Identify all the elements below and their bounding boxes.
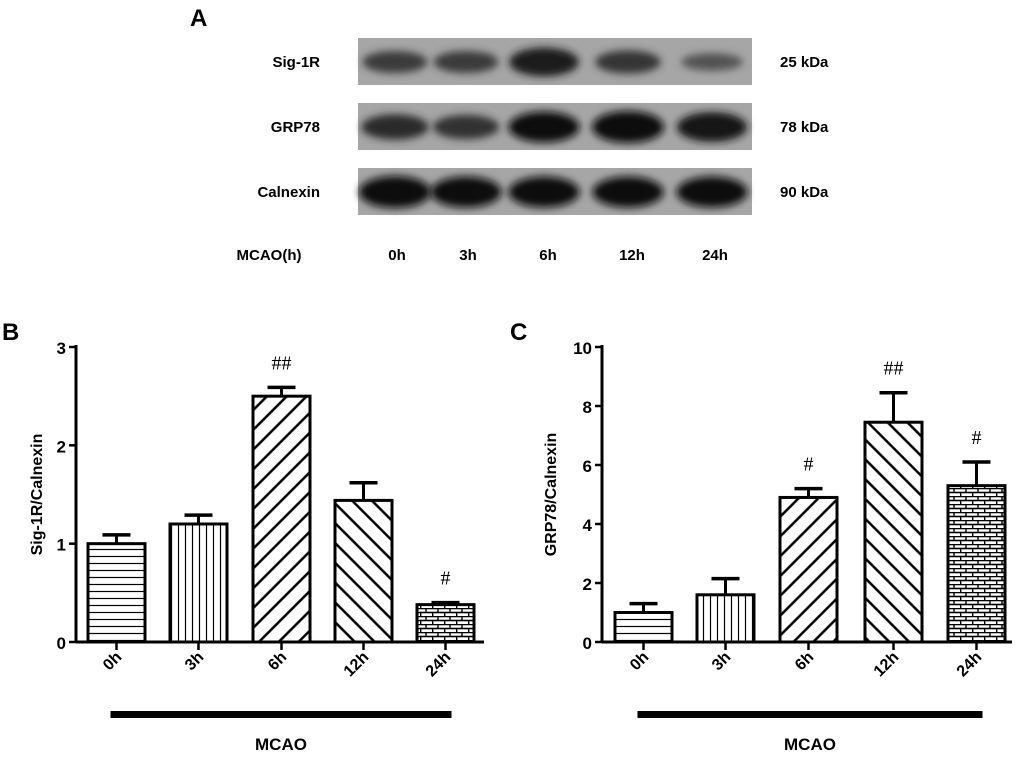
chart-c: C 0 2 4 6 8 10 GRP78/Calnexin 0h 3h 6h #12h ## 24h # MC… bbox=[510, 319, 1012, 754]
x-tick-label: 6h bbox=[265, 649, 290, 674]
y-axis-label: GRP78/Calnexin bbox=[543, 433, 560, 557]
panel-a-label: A bbox=[190, 5, 207, 32]
protein-band bbox=[592, 176, 664, 208]
lane-label: 6h bbox=[539, 247, 557, 264]
x-tick-label: 12h bbox=[871, 649, 903, 681]
protein-band bbox=[509, 47, 579, 77]
mcao-bar bbox=[637, 711, 983, 718]
y-tick-label: 2 bbox=[57, 437, 66, 456]
panel-label: C bbox=[510, 319, 527, 346]
protein-band bbox=[595, 50, 661, 74]
kda-label: 78 kDa bbox=[780, 119, 829, 136]
western-blot: Sig-1R 25 kDa GRP78 78 kDa Calnexin 90 kDa 0h 3… bbox=[257, 38, 829, 264]
protein-band bbox=[508, 111, 580, 143]
y-tick-label: 0 bbox=[583, 634, 592, 653]
lane-label: 3h bbox=[459, 247, 477, 264]
significance-marker: # bbox=[972, 427, 982, 449]
protein-band bbox=[433, 50, 499, 74]
bar-0h bbox=[613, 611, 674, 644]
significance-marker: ## bbox=[884, 358, 904, 380]
kda-label: 25 kDa bbox=[780, 54, 829, 71]
bar-12h bbox=[333, 498, 394, 644]
bar-3h bbox=[168, 522, 229, 644]
protein-band bbox=[361, 114, 429, 140]
bar-6h bbox=[778, 495, 839, 644]
lane-label: 24h bbox=[702, 247, 728, 264]
protein-band bbox=[676, 112, 748, 142]
row-label: GRP78 bbox=[271, 119, 320, 136]
protein-band bbox=[432, 114, 500, 140]
x-tick-label: 24h bbox=[954, 649, 986, 681]
significance-marker: # bbox=[804, 454, 814, 476]
bar-12h bbox=[863, 420, 924, 644]
protein-band bbox=[676, 176, 748, 208]
protein-band bbox=[508, 176, 580, 208]
mcao-bar bbox=[110, 711, 452, 718]
y-tick-label: 4 bbox=[583, 516, 593, 535]
y-tick-label: 1 bbox=[57, 536, 66, 555]
kda-label: 90 kDa bbox=[780, 184, 829, 201]
significance-marker: ## bbox=[272, 352, 292, 374]
bar-6h bbox=[251, 394, 312, 644]
y-axis-label: Sig-1R/Calnexin bbox=[29, 434, 46, 556]
y-tick-label: 8 bbox=[583, 398, 592, 417]
x-tick-label: 6h bbox=[792, 649, 817, 674]
lane-label: 12h bbox=[619, 247, 645, 264]
x-tick-label: 24h bbox=[423, 649, 455, 681]
lane-header: MCAO(h) bbox=[237, 247, 302, 264]
y-tick-label: 0 bbox=[57, 634, 66, 653]
bar-24h bbox=[415, 603, 476, 644]
y-tick-label: 6 bbox=[583, 457, 592, 476]
lane-label: 0h bbox=[388, 247, 406, 264]
x-tick-label: 3h bbox=[182, 649, 207, 674]
y-tick-label: 3 bbox=[57, 339, 66, 358]
protein-band bbox=[430, 176, 502, 208]
y-tick-label: 2 bbox=[583, 575, 592, 594]
x-axis-label: MCAO bbox=[255, 735, 307, 754]
bar-3h bbox=[695, 593, 756, 644]
protein-band bbox=[681, 53, 743, 71]
x-tick-label: 0h bbox=[100, 649, 125, 674]
x-axis-label: MCAO bbox=[784, 735, 836, 754]
x-tick-label: 3h bbox=[709, 649, 734, 674]
x-tick-label: 0h bbox=[627, 649, 652, 674]
protein-band bbox=[359, 176, 431, 208]
chart-b: B 0 1 2 3 Sig-1R/Calnexin 0h 3h 6h ## 12h 24h # MCAO bbox=[2, 319, 484, 754]
protein-band bbox=[592, 111, 664, 143]
protein-band bbox=[362, 50, 428, 74]
bar-0h bbox=[86, 542, 147, 644]
row-label: Calnexin bbox=[257, 184, 320, 201]
significance-marker: # bbox=[441, 568, 451, 590]
panel-label: B bbox=[2, 319, 19, 346]
x-tick-label: 12h bbox=[341, 649, 373, 681]
row-label: Sig-1R bbox=[272, 54, 320, 71]
y-tick-label: 10 bbox=[573, 339, 592, 358]
bar-24h bbox=[946, 484, 1007, 644]
